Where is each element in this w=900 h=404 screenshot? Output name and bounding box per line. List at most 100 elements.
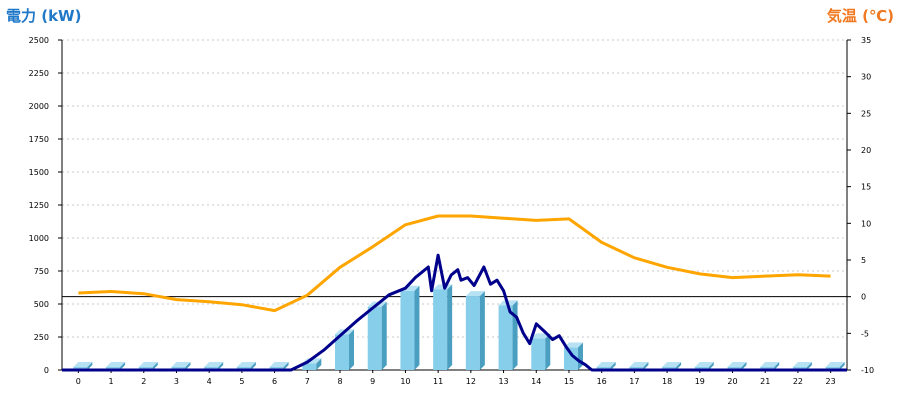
bar-side: [120, 362, 126, 370]
left-tick-label: 250: [34, 333, 49, 342]
bar-side: [87, 362, 93, 370]
x-tick-label: 19: [695, 377, 705, 386]
left-tick-label: 1250: [29, 201, 49, 210]
left-tick-label: 2250: [29, 69, 49, 78]
bar-top: [694, 362, 714, 367]
bar-front: [465, 296, 480, 370]
bar-front: [433, 289, 448, 370]
bar-top: [563, 342, 583, 348]
bar-top: [662, 362, 682, 367]
x-tick-label: 16: [597, 377, 607, 386]
bar-top: [629, 362, 649, 367]
x-tick-label: 12: [466, 377, 476, 386]
bar-side: [741, 362, 747, 370]
left-tick-label: 750: [34, 267, 49, 276]
x-tick-label: 11: [433, 377, 443, 386]
right-tick-label: 0: [861, 293, 866, 302]
bar-top: [269, 362, 289, 367]
x-tick-label: 8: [337, 377, 342, 386]
bar-side: [447, 284, 453, 370]
bar-side: [349, 329, 355, 370]
bar-top: [204, 362, 224, 367]
left-tick-label: 0: [44, 366, 49, 375]
bar-top: [760, 362, 780, 367]
bar-side: [250, 362, 256, 370]
left-axis-title: 電力 (kW): [6, 7, 82, 25]
left-tick-label: 2500: [29, 36, 49, 45]
x-tick-label: 2: [141, 377, 146, 386]
x-tick-label: 17: [629, 377, 639, 386]
power-line: [62, 253, 847, 372]
x-tick-label: 20: [727, 377, 737, 386]
right-tick-label: 35: [861, 36, 871, 45]
x-tick-label: 18: [662, 377, 672, 386]
x-tick-label: 15: [564, 377, 574, 386]
bar-side: [414, 285, 420, 370]
x-tick-label: 3: [174, 377, 179, 386]
bar-front: [302, 363, 317, 370]
right-tick-label: 25: [861, 109, 871, 118]
right-tick-label: 10: [861, 219, 871, 228]
bar-top: [236, 362, 256, 367]
bar-front: [335, 334, 350, 370]
bar-side: [610, 362, 616, 370]
right-axis-title: 気温 (℃): [826, 7, 894, 25]
bar-front: [498, 305, 513, 370]
bar-top: [138, 362, 158, 367]
bar-top: [792, 362, 812, 367]
bar-side: [839, 362, 845, 370]
x-tick-label: 5: [239, 377, 244, 386]
bar-side: [152, 362, 158, 370]
bar-side: [708, 362, 714, 370]
bar-side: [185, 362, 191, 370]
x-tick-label: 6: [272, 377, 277, 386]
right-tick-label: 15: [861, 183, 871, 192]
bar-side: [479, 291, 485, 370]
x-tick-label: 23: [826, 377, 836, 386]
bar-top: [825, 362, 845, 367]
bar-side: [218, 362, 224, 370]
bar-side: [316, 358, 322, 370]
bar-top: [727, 362, 747, 367]
x-tick-label: 21: [760, 377, 770, 386]
bar-front: [563, 347, 578, 370]
bar-side: [381, 301, 387, 370]
right-tick-label: 30: [861, 73, 871, 82]
bar-front: [400, 290, 415, 370]
x-tick-label: 0: [76, 377, 81, 386]
bar-top: [171, 362, 191, 367]
bar-top: [596, 362, 616, 367]
left-tick-label: 1000: [29, 234, 49, 243]
bar-side: [643, 362, 649, 370]
x-tick-label: 7: [305, 377, 310, 386]
right-tick-label: 20: [861, 146, 871, 155]
right-tick-label: 5: [861, 256, 866, 265]
x-tick-label: 10: [400, 377, 410, 386]
bar-top: [106, 362, 126, 367]
bar-side: [283, 362, 289, 370]
right-tick-label: -10: [861, 366, 874, 375]
left-tick-label: 1500: [29, 168, 49, 177]
bar-front: [367, 306, 382, 370]
x-tick-label: 22: [793, 377, 803, 386]
x-tick-label: 1: [109, 377, 114, 386]
left-tick-label: 2000: [29, 102, 49, 111]
x-tick-label: 9: [370, 377, 375, 386]
bar-top: [73, 362, 93, 367]
right-tick-label: -5: [861, 329, 869, 338]
bar-side: [545, 333, 551, 370]
left-tick-label: 500: [34, 300, 49, 309]
bar-side: [512, 300, 518, 370]
x-tick-label: 14: [531, 377, 541, 386]
left-tick-label: 1750: [29, 135, 49, 144]
temperature-line: [78, 214, 831, 313]
x-tick-label: 4: [207, 377, 212, 386]
bar-top: [531, 333, 551, 339]
bar-side: [676, 362, 682, 370]
bar-side: [806, 362, 812, 370]
bar-front: [531, 338, 546, 370]
bar-top: [465, 291, 485, 297]
x-tick-label: 13: [498, 377, 508, 386]
